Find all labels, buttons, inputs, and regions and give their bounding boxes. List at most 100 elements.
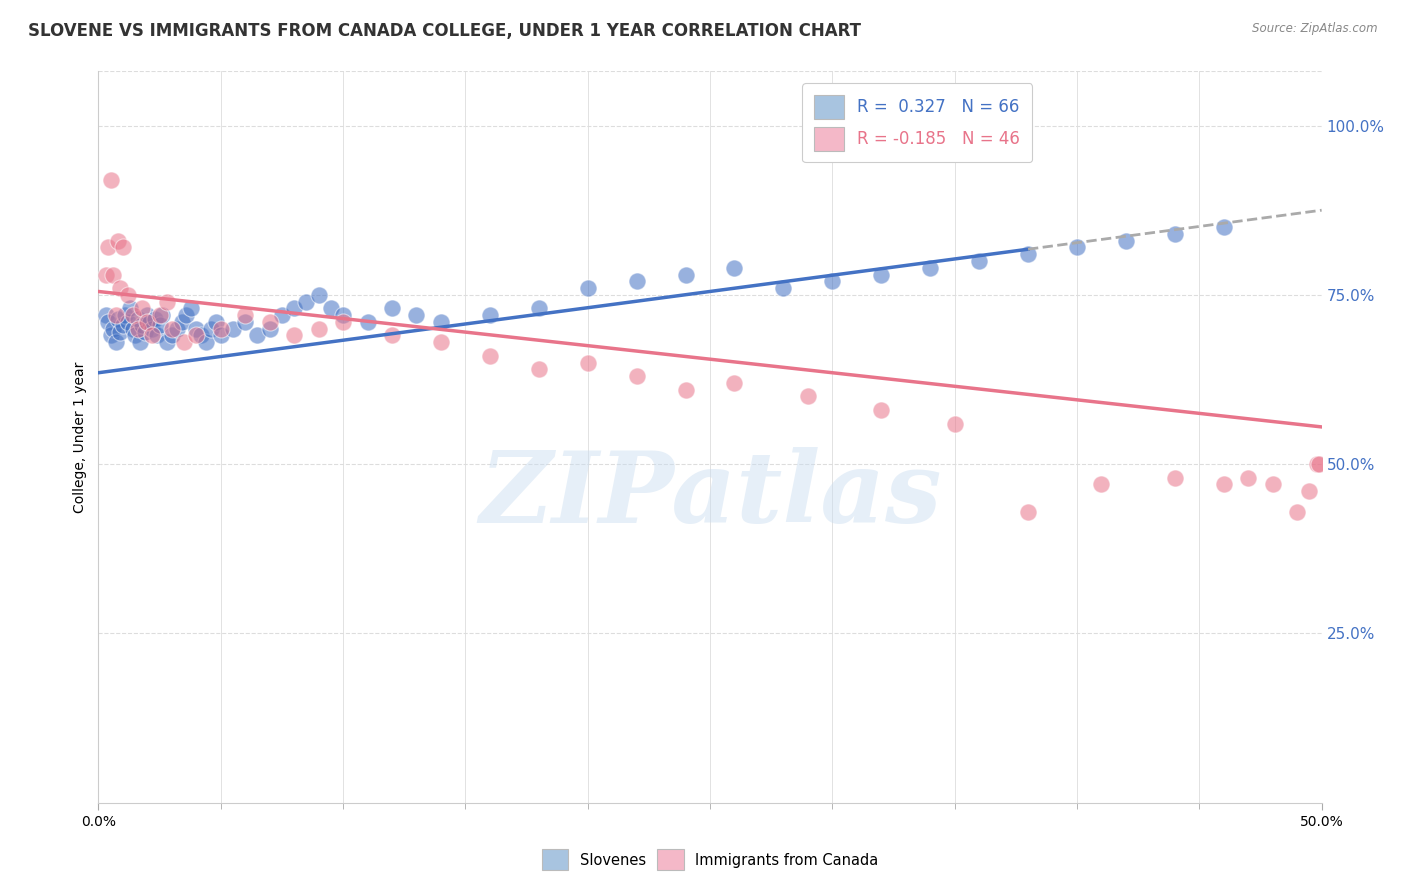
Point [143,311,166,326]
Point [675,383,697,397]
Point [200,322,222,336]
Point [100,328,122,343]
Text: ZIPatlas: ZIPatlas [479,448,941,544]
Point [870,268,893,282]
Point [136,315,159,329]
Point [332,315,354,329]
Point [967,254,990,268]
Point [319,301,342,316]
Point [332,308,354,322]
Point [576,281,599,295]
Point [246,328,269,343]
Point [308,288,330,302]
Point [141,328,163,343]
Point [1017,247,1039,261]
Point [124,328,146,343]
Point [114,308,136,322]
Point [134,325,156,339]
Point [186,322,208,336]
Point [97,240,120,254]
Point [111,240,134,254]
Point [107,311,129,326]
Point [283,301,305,316]
Point [1237,471,1260,485]
Point [149,308,172,322]
Point [1306,457,1329,471]
Point [131,301,153,316]
Point [478,308,501,322]
Point [772,281,794,295]
Point [166,322,188,336]
Point [121,322,143,336]
Point [101,322,124,336]
Point [149,318,172,333]
Point [150,308,173,322]
Point [1212,220,1234,235]
Point [1115,234,1137,248]
Point [626,369,648,384]
Point [233,308,256,322]
Point [259,322,281,336]
Point [381,301,404,316]
Point [259,315,281,329]
Point [136,308,159,322]
Point [1017,505,1039,519]
Point [131,318,153,333]
Point [1261,477,1284,491]
Text: SLOVENE VS IMMIGRANTS FROM CANADA COLLEGE, UNDER 1 YEAR CORRELATION CHART: SLOVENE VS IMMIGRANTS FROM CANADA COLLEG… [28,22,860,40]
Point [141,322,163,336]
Point [94,268,117,282]
Point [233,315,256,329]
Point [626,274,648,288]
Point [186,328,208,343]
Point [308,322,330,336]
Point [943,417,966,431]
Point [283,328,305,343]
Point [209,322,232,336]
Point [117,288,139,302]
Point [1308,457,1330,471]
Point [576,355,599,369]
Point [146,328,169,343]
Point [405,308,427,322]
Point [117,315,139,329]
Y-axis label: College, Under 1 year: College, Under 1 year [73,361,87,513]
Point [127,322,149,336]
Point [173,335,195,350]
Point [180,301,202,316]
Point [723,376,745,390]
Point [1066,240,1088,254]
Point [111,318,134,333]
Point [430,335,453,350]
Point [527,301,550,316]
Point [1164,471,1187,485]
Point [127,311,149,326]
Point [101,268,124,282]
Point [160,328,183,343]
Point [381,328,404,343]
Point [675,268,697,282]
Point [160,322,183,336]
Point [205,315,228,329]
Point [920,260,942,275]
Point [723,260,745,275]
Point [270,308,294,322]
Point [209,328,232,343]
Point [295,294,318,309]
Point [156,335,179,350]
Point [527,362,550,376]
Point [821,274,844,288]
Point [94,308,117,322]
Point [110,281,132,295]
Point [190,328,212,343]
Point [222,322,245,336]
Point [870,403,893,417]
Point [107,234,129,248]
Point [356,315,378,329]
Point [1286,505,1309,519]
Point [195,335,218,350]
Legend: Slovenes, Immigrants from Canada: Slovenes, Immigrants from Canada [536,844,884,876]
Point [1090,477,1112,491]
Point [1212,477,1234,491]
Point [430,315,453,329]
